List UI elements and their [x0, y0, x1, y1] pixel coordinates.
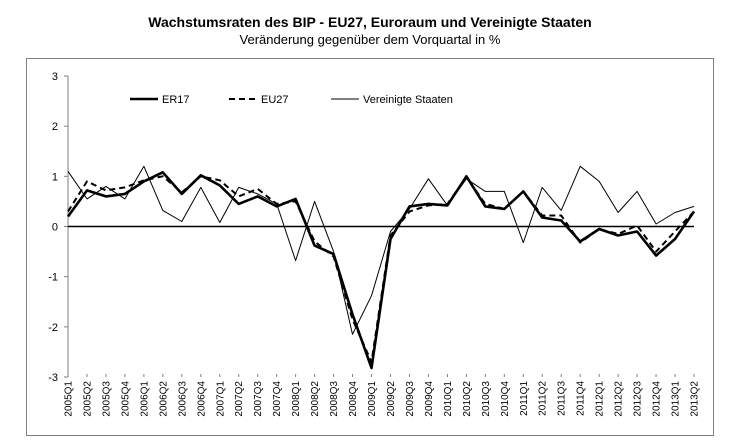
x-tick-label: 2010Q4 — [500, 381, 511, 417]
series-line-er17 — [66, 171, 696, 370]
x-tick-label: 2012Q3 — [633, 381, 644, 417]
x-tick-label: 2007Q3 — [253, 381, 264, 417]
series-line-vereinigte-staaten — [67, 165, 695, 335]
y-tick-label: 3 — [52, 71, 58, 83]
y-tick-label: 1 — [52, 171, 58, 183]
series-line-eu27 — [67, 175, 695, 363]
y-tick-label: 2 — [52, 121, 58, 133]
x-tick-label: 2010Q1 — [443, 381, 454, 417]
x-tick-label: 2008Q2 — [310, 381, 321, 417]
x-tick-label: 2005Q1 — [64, 381, 75, 417]
x-tick-label: 2012Q2 — [614, 381, 625, 417]
legend: ER17 EU27 Vereinigte Staaten — [130, 94, 453, 106]
legend-label: ER17 — [162, 94, 190, 106]
x-tick-label: 2009Q4 — [424, 381, 435, 417]
x-tick-label: 2007Q1 — [215, 381, 226, 417]
x-tick-label: 2011Q1 — [519, 381, 530, 416]
y-tick-label: -2 — [48, 322, 58, 334]
chart-title: Wachstumsraten des BIP - EU27, Euroraum … — [148, 14, 592, 30]
x-tick-label: 2006Q4 — [196, 381, 207, 417]
x-tick-label: 2008Q1 — [291, 381, 302, 417]
x-tick-label: 2005Q4 — [120, 381, 131, 417]
chart-subtitle: Veränderung gegenüber dem Vorquartal in … — [239, 32, 501, 47]
y-tick-label: -3 — [48, 372, 58, 384]
x-tick-label: 2012Q1 — [595, 381, 606, 417]
x-tick-label: 2005Q3 — [101, 381, 112, 417]
x-tick-label: 2009Q1 — [367, 381, 378, 417]
x-tick-label: 2012Q4 — [652, 381, 663, 417]
y-tick-label: -1 — [48, 272, 58, 284]
x-tick-label: 2007Q4 — [272, 381, 283, 417]
x-tick-label: 2006Q2 — [158, 381, 169, 417]
x-tick-label: 2011Q2 — [538, 381, 549, 416]
x-tick-label: 2010Q2 — [462, 381, 473, 417]
x-tick-label: 2011Q3 — [557, 381, 568, 416]
x-tick-label: 2013Q2 — [690, 381, 701, 417]
series-lines — [66, 165, 696, 370]
x-tick-label: 2010Q3 — [481, 381, 492, 417]
y-tick-label: 0 — [52, 222, 58, 234]
x-tick-label: 2006Q3 — [177, 381, 188, 417]
x-tick-label: 2008Q3 — [329, 381, 340, 417]
x-tick-label: 2009Q2 — [386, 381, 397, 417]
x-tick-label: 2005Q2 — [82, 381, 93, 417]
x-tick-label: 2009Q3 — [405, 381, 416, 417]
legend-label: EU27 — [261, 94, 289, 106]
x-tick-label: 2006Q1 — [139, 381, 150, 417]
x-tick-label: 2013Q1 — [671, 381, 682, 417]
x-tick-label: 2008Q4 — [348, 381, 359, 417]
chart-frame — [26, 58, 714, 436]
x-tick-label: 2011Q4 — [576, 381, 587, 416]
x-tick-label: 2007Q2 — [234, 381, 245, 417]
legend-label: Vereinigte Staaten — [363, 94, 453, 106]
axes: 3 2 1 0 -1 -2 -3 2005Q1 2005Q2 2005Q3 2005Q4 2006Q1… — [48, 71, 700, 417]
